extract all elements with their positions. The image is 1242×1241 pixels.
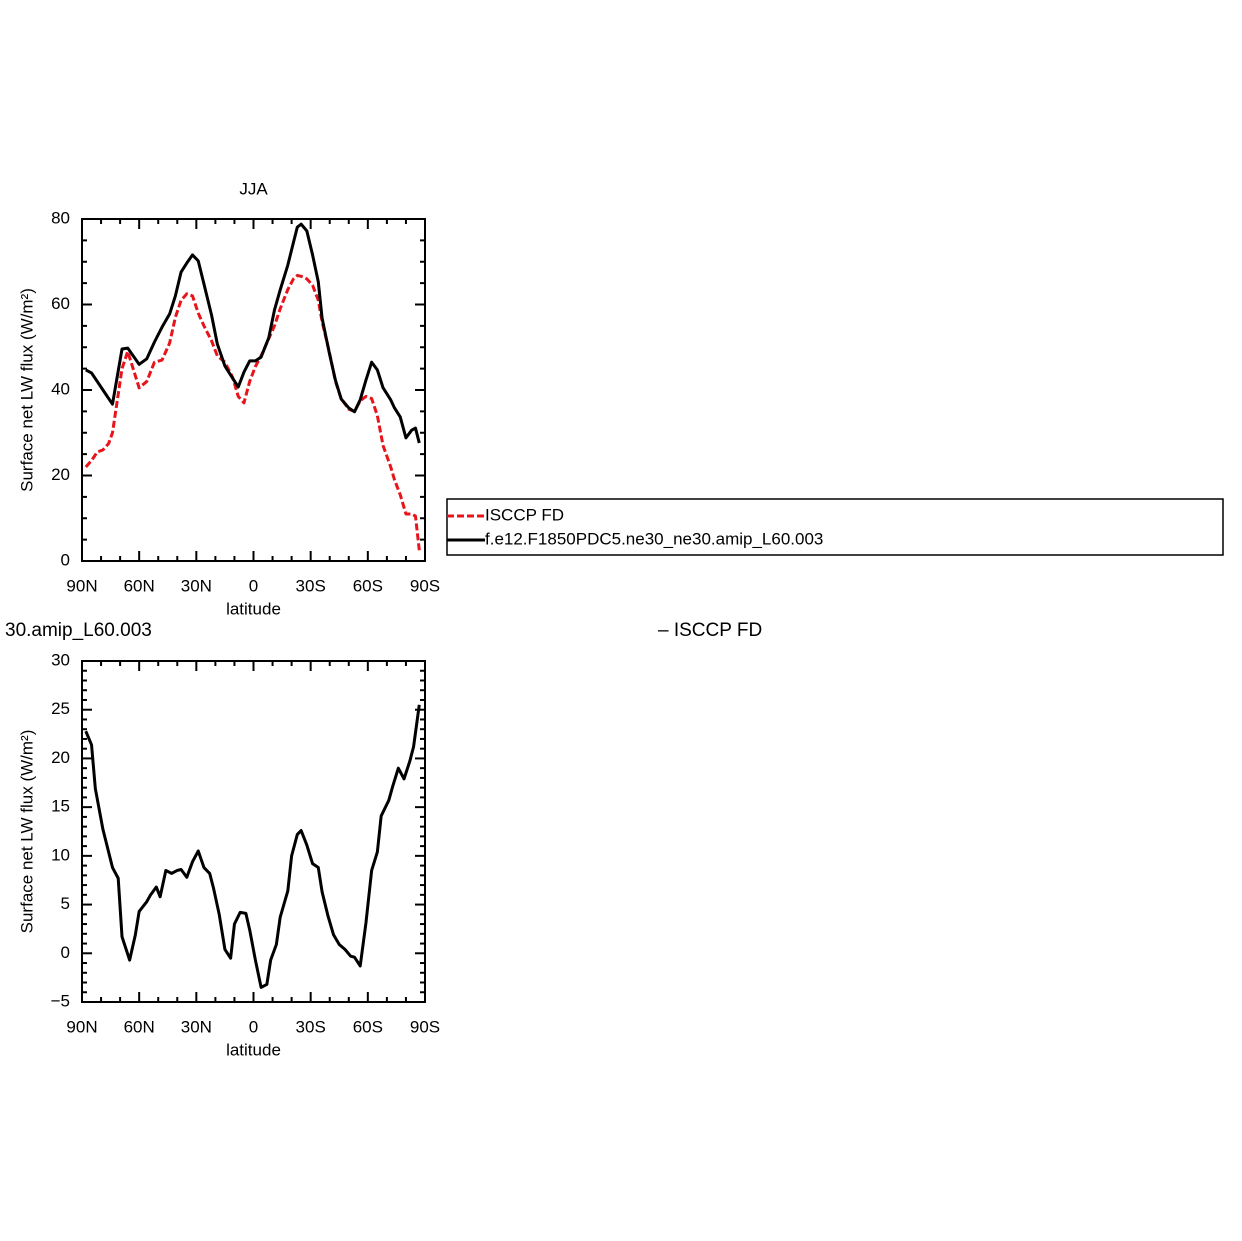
y-tick-label: 40 bbox=[51, 379, 70, 398]
plot-frame bbox=[81, 218, 426, 562]
chart-title: JJA bbox=[239, 179, 268, 198]
chart-title-left: 30.amip_L60.003 bbox=[5, 620, 152, 641]
x-axis-label: latitude bbox=[226, 1040, 281, 1059]
y-tick-label: 15 bbox=[51, 797, 70, 816]
x-tick-label: 0 bbox=[249, 1017, 258, 1036]
x-tick-label: 0 bbox=[249, 576, 258, 595]
x-tick-label: 90S bbox=[410, 576, 440, 595]
y-tick-label: 10 bbox=[51, 845, 70, 864]
x-tick-label: 30S bbox=[296, 1017, 326, 1036]
x-tick-label: 60N bbox=[124, 576, 155, 595]
chart-title-right: – ISCCP FD bbox=[658, 620, 762, 641]
x-tick-label: 30N bbox=[181, 576, 212, 595]
legend-label: f.e12.F1850PDC5.ne30_ne30.amip_L60.003 bbox=[485, 529, 823, 548]
y-axis-label: Surface net LW flux (W/m²) bbox=[17, 288, 36, 492]
y-tick-label: 0 bbox=[61, 943, 70, 962]
x-tick-label: 60S bbox=[353, 1017, 383, 1036]
x-axis-label: latitude bbox=[226, 599, 281, 618]
y-tick-label: 5 bbox=[61, 894, 70, 913]
legend-label: ISCCP FD bbox=[485, 505, 564, 524]
y-axis-label: Surface net LW flux (W/m²) bbox=[17, 730, 36, 934]
legend-box bbox=[446, 498, 1224, 556]
y-tick-label: 20 bbox=[51, 465, 70, 484]
plot-frame bbox=[81, 660, 426, 1003]
x-tick-label: 60S bbox=[353, 576, 383, 595]
y-tick-label: −5 bbox=[51, 991, 70, 1010]
y-tick-label: 60 bbox=[51, 294, 70, 313]
x-tick-label: 90N bbox=[66, 576, 97, 595]
x-tick-label: 90N bbox=[66, 1017, 97, 1036]
x-tick-label: 60N bbox=[124, 1017, 155, 1036]
y-tick-label: 0 bbox=[61, 550, 70, 569]
y-tick-label: 30 bbox=[51, 650, 70, 669]
series-line bbox=[85, 222, 421, 444]
y-tick-label: 20 bbox=[51, 748, 70, 767]
x-tick-label: 90S bbox=[410, 1017, 440, 1036]
y-tick-label: 80 bbox=[51, 208, 70, 227]
y-tick-label: 25 bbox=[51, 699, 70, 718]
data-line bbox=[84, 704, 421, 989]
x-tick-label: 30S bbox=[296, 576, 326, 595]
x-tick-label: 30N bbox=[181, 1017, 212, 1036]
